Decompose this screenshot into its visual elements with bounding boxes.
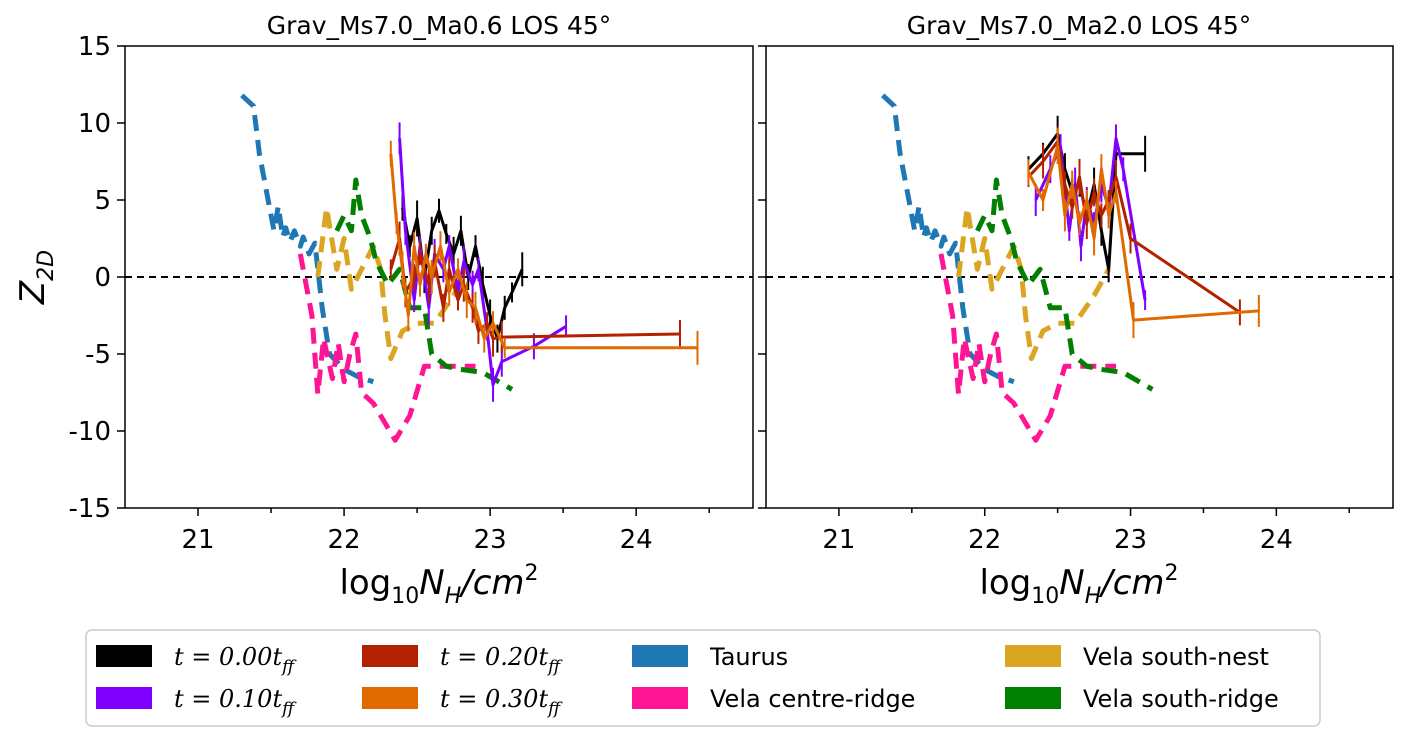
left-x-tick-label: 22 (328, 525, 361, 555)
legend-swatch (1005, 687, 1061, 709)
right-series-vela-south-ridge (975, 177, 1154, 392)
left-y-tick-label: -15 (69, 494, 111, 524)
right-x-tick-label: 24 (1260, 525, 1293, 555)
legend-item-t-0-00t-ff: t = 0.00tff (96, 643, 297, 677)
legend-label: t = 0.30tff (440, 685, 563, 719)
left-y-tick-label: 15 (78, 32, 111, 62)
right-x-tick-label: 22 (968, 525, 1001, 555)
legend-item-t-0-30t-ff: t = 0.30tff (362, 685, 563, 719)
legend-label: Taurus (709, 643, 788, 671)
legend-swatch (96, 645, 152, 667)
legend-item-taurus: Taurus (632, 643, 788, 671)
y-axis-label: Z2D (13, 250, 59, 305)
legend-swatch (632, 645, 688, 667)
legend-label: Vela south-nest (1083, 643, 1269, 671)
right-x-tick-label: 21 (822, 525, 855, 555)
legend-label: t = 0.20tff (440, 643, 563, 677)
legend-label: t = 0.00tff (174, 643, 297, 677)
left-series-vela-south-ridge (334, 177, 514, 392)
left-x-axis-label: log10NH/cm2 (339, 561, 538, 609)
right-x-axis-label: log10NH/cm2 (979, 561, 1178, 609)
legend-swatch (1005, 645, 1061, 667)
legend-item-vela-south-ridge: Vela south-ridge (1005, 685, 1279, 713)
left-y-tick-label: -5 (85, 340, 111, 370)
legend-item-t-0-20t-ff: t = 0.20tff (362, 643, 563, 677)
left-panel-title: Grav_Ms7.0_Ma0.6 LOS 45° (267, 11, 612, 40)
right-series-vela-centre-ridge (938, 253, 1116, 443)
legend-item-vela-centre-ridge: Vela centre-ridge (632, 685, 915, 713)
left-y-tick-label: 0 (94, 263, 111, 293)
left-panel: Grav_Ms7.0_Ma0.6 LOS 45° 21 22 23 24 15 10 5 0… (13, 11, 754, 609)
left-x-tick-label: 21 (181, 525, 214, 555)
legend-swatch (632, 687, 688, 709)
left-y-tick-label: 5 (94, 186, 111, 216)
left-x-tick-label: 24 (620, 525, 653, 555)
legend-swatch (96, 687, 152, 709)
legend-swatch (362, 645, 418, 667)
legend: t = 0.00tff t = 0.20tff Taurus Vela south-n… (85, 629, 1321, 727)
right-panel-title: Grav_Ms7.0_Ma2.0 LOS 45° (907, 11, 1252, 40)
legend-label: t = 0.10tff (174, 685, 297, 719)
right-x-tick-label: 23 (1114, 525, 1147, 555)
right-panel: Grav_Ms7.0_Ma2.0 LOS 45° 21 22 23 24 log10N… (758, 11, 1394, 609)
legend-item-vela-south-nest: Vela south-nest (1005, 643, 1269, 671)
left-x-tick-label: 23 (474, 525, 507, 555)
legend-label: Vela south-ridge (1083, 685, 1279, 713)
legend-item-t-0-10t-ff: t = 0.10tff (96, 685, 297, 719)
left-y-tick-label: 10 (78, 109, 111, 139)
left-y-tick-label: -10 (69, 417, 111, 447)
left-series-vela-centre-ridge (297, 253, 476, 443)
legend-swatch (362, 687, 418, 709)
legend-label: Vela centre-ridge (710, 685, 915, 713)
